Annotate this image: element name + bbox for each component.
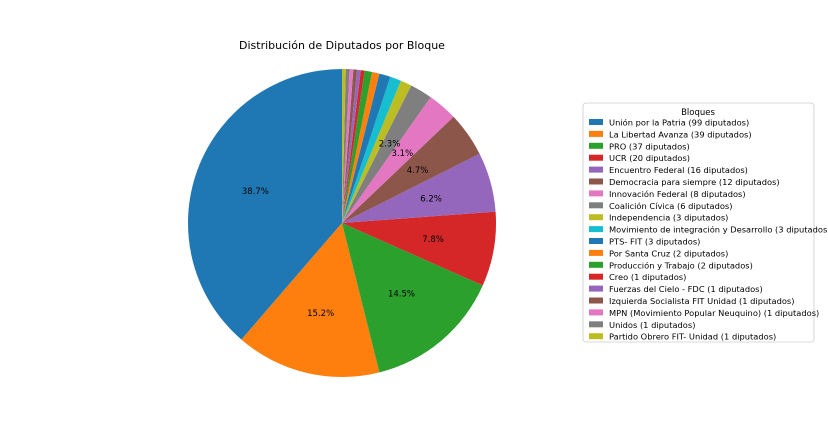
legend-swatch [589, 321, 603, 328]
pie-slice [342, 80, 412, 223]
legend-swatch [589, 190, 603, 197]
legend-label: Por Santa Cruz (2 diputados) [609, 248, 728, 258]
pie-slice [342, 70, 365, 224]
legend-title: Bloques [681, 108, 715, 118]
slice-percent-label: 2.3% [379, 140, 401, 150]
pie [188, 69, 497, 377]
legend-label: Movimiento de integración y Desarrollo (… [609, 225, 828, 235]
legend-swatch [589, 261, 603, 268]
slice-percent-label: 7.8% [422, 235, 444, 245]
pie-slice [342, 69, 361, 224]
legend-swatch [589, 178, 603, 185]
chart-title: Distribución de Diputados por Bloque [239, 39, 445, 52]
slice-percent-label: 6.2% [420, 194, 442, 204]
legend-items: Unión por la Patria (99 diputados)La Lib… [589, 118, 828, 342]
pie-slice [342, 85, 431, 224]
legend-swatch [589, 166, 603, 173]
legend-swatch [589, 202, 603, 209]
pie-slice [342, 76, 401, 223]
legend-swatch [589, 273, 603, 280]
pie-slice [342, 223, 483, 373]
legend-label: Creo (1 diputados) [609, 272, 686, 282]
slice-percent-label: 4.7% [407, 166, 429, 176]
pie-slice [241, 223, 380, 377]
legend-label: Democracia para siempre (12 diputados) [609, 177, 780, 187]
legend-label: Unidos (1 diputados) [609, 320, 695, 330]
legend-label: Independencia (3 diputados) [609, 213, 728, 223]
legend-label: Fuerzas del Cielo - FDC (1 diputados) [609, 284, 763, 294]
slice-percent-label: 3.1% [392, 149, 414, 159]
legend-swatch [589, 309, 603, 316]
legend-swatch [589, 119, 603, 125]
pie-slice [342, 69, 350, 223]
legend-label: Izquierda Socialista FIT Unidad (1 diput… [609, 296, 795, 306]
legend-swatch [589, 142, 603, 149]
slice-percent-label: 15.2% [307, 309, 334, 319]
legend-label: La Libertad Avanza (39 diputados) [609, 129, 752, 139]
legend-swatch [589, 238, 603, 244]
legend-label: PTS- FIT (3 diputados) [609, 237, 700, 247]
slice-percent-label: 14.5% [388, 290, 415, 300]
pie-slice [342, 71, 380, 223]
pie-slice [342, 211, 497, 286]
legend-swatch [589, 214, 603, 221]
pie-slice [342, 69, 354, 223]
legend-swatch [589, 285, 603, 292]
legend-label: Coalición Cívica (6 diputados) [609, 201, 733, 211]
legend-label: Innovación Federal (8 diputados) [609, 189, 746, 199]
legend-swatch [589, 333, 603, 340]
pie-slice [342, 70, 373, 224]
pie-slice [342, 116, 480, 223]
pie-slice [342, 73, 391, 223]
legend-swatch [589, 130, 603, 137]
pie-slice [342, 69, 346, 223]
legend-label: MPN (Movimiento Popular Neuquino) (1 dip… [609, 308, 819, 318]
legend-swatch [589, 226, 603, 233]
legend: Bloques Unión por la Patria (99 diputado… [582, 102, 828, 343]
pie-slice [342, 153, 496, 223]
legend-swatch [589, 297, 603, 304]
legend-label: Encuentro Federal (16 diputados) [609, 165, 748, 175]
pie-percent-labels: 38.7% 15.2% 14.5% 7.8% 6.2% 4.7% 3.1%2.3% [242, 140, 444, 319]
legend-frame [582, 102, 815, 343]
legend-swatch [589, 249, 603, 256]
legend-label: Partido Obrero FIT- Unidad (1 diputados) [609, 332, 776, 342]
slice-percent-label: 38.7% [242, 187, 269, 197]
legend-label: Producción y Trabajo (2 diputados) [609, 260, 753, 270]
legend-label: PRO (37 diputados) [609, 141, 690, 151]
legend-label: UCR (20 diputados) [609, 153, 690, 163]
pie-slice [342, 97, 454, 223]
legend-swatch [589, 154, 603, 161]
pie-slice [342, 69, 358, 223]
pie-slice [188, 69, 342, 340]
legend-label: Unión por la Patria (99 diputados) [609, 118, 749, 128]
